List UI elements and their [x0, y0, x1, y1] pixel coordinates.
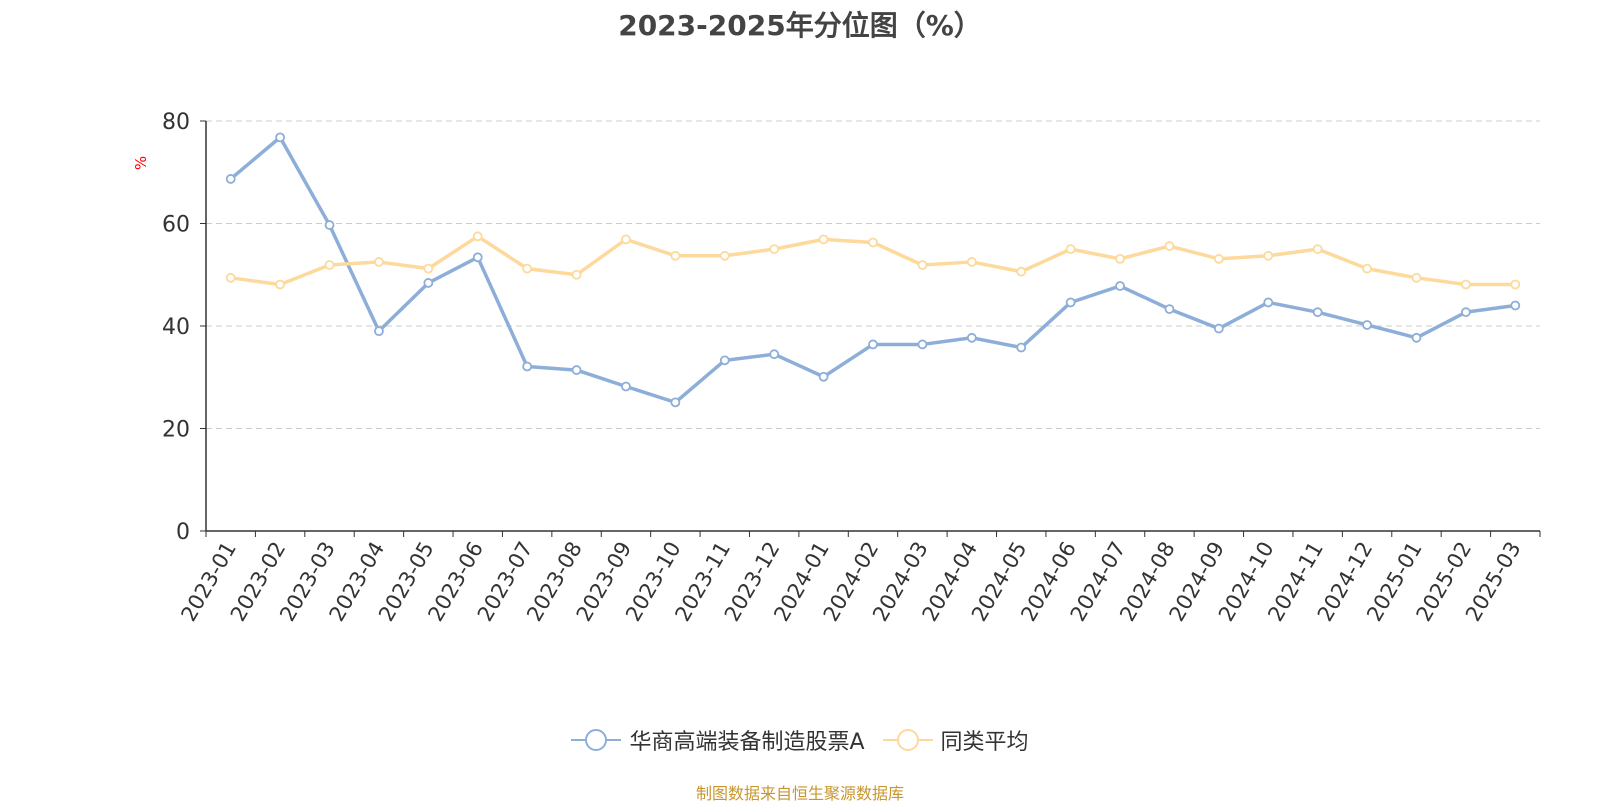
- data-point-1[interactable]: [1164, 241, 1175, 251]
- data-point-1[interactable]: [670, 250, 681, 261]
- legend-label-average: 同类平均: [940, 730, 1029, 755]
- data-point-0[interactable]: [423, 278, 434, 288]
- y-tick-label: 80: [162, 110, 190, 135]
- data-point-1[interactable]: [1312, 244, 1323, 255]
- legend: 华商高端装备制造股票A 同类平均: [0, 724, 1600, 756]
- legend-marker-average: [882, 729, 933, 751]
- data-point-1[interactable]: [522, 263, 533, 274]
- data-point-1[interactable]: [868, 237, 878, 248]
- data-point-0[interactable]: [275, 132, 286, 143]
- data-point-0[interactable]: [1164, 304, 1175, 314]
- data-point-1[interactable]: [1213, 253, 1224, 264]
- data-point-1[interactable]: [1115, 253, 1125, 264]
- data-point-1[interactable]: [1263, 250, 1274, 261]
- data-point-1[interactable]: [571, 269, 582, 280]
- data-point-1[interactable]: [1016, 266, 1027, 277]
- data-point-0[interactable]: [1411, 332, 1422, 343]
- data-point-1[interactable]: [1411, 272, 1422, 283]
- data-point-1[interactable]: [621, 234, 631, 245]
- data-point-0[interactable]: [1213, 323, 1224, 334]
- data-point-0[interactable]: [868, 339, 878, 350]
- legend-item-average[interactable]: 同类平均: [882, 724, 1029, 756]
- y-tick-label: 60: [162, 213, 190, 238]
- data-point-0[interactable]: [1362, 320, 1372, 330]
- data-point-0[interactable]: [324, 220, 335, 230]
- data-point-1[interactable]: [769, 244, 780, 255]
- series-layer: [225, 132, 1521, 408]
- series-line-0: [229, 135, 1516, 405]
- data-point-1[interactable]: [374, 257, 384, 267]
- y-tick-label: 40: [162, 315, 190, 340]
- data-point-0[interactable]: [818, 371, 829, 382]
- legend-marker-fund: [571, 729, 622, 751]
- data-point-1[interactable]: [818, 234, 829, 245]
- axis-layer: 0204060802023-012023-022023-032023-04202…: [162, 110, 1541, 625]
- data-point-0[interactable]: [769, 349, 780, 360]
- data-point-1[interactable]: [1065, 244, 1076, 255]
- data-point-0[interactable]: [472, 252, 483, 263]
- data-point-0[interactable]: [621, 381, 631, 392]
- data-point-0[interactable]: [522, 361, 533, 372]
- data-point-0[interactable]: [374, 326, 384, 337]
- data-point-1[interactable]: [324, 260, 335, 270]
- data-point-0[interactable]: [917, 339, 928, 350]
- data-point-0[interactable]: [1312, 307, 1323, 318]
- data-point-0[interactable]: [1263, 297, 1274, 308]
- source-note: 制图数据来自恒生聚源数据库: [695, 784, 904, 803]
- data-point-1[interactable]: [1510, 279, 1521, 290]
- data-point-0[interactable]: [225, 174, 236, 184]
- y-tick-label: 20: [162, 418, 190, 443]
- data-point-1[interactable]: [1460, 279, 1471, 290]
- data-point-0[interactable]: [1016, 342, 1027, 353]
- data-point-1[interactable]: [719, 250, 730, 261]
- legend-label-fund: 华商高端装备制造股票A: [629, 730, 865, 755]
- data-point-1[interactable]: [472, 231, 483, 242]
- data-point-0[interactable]: [670, 397, 681, 408]
- legend-item-fund[interactable]: 华商高端装备制造股票A: [571, 724, 865, 756]
- data-point-1[interactable]: [275, 279, 286, 290]
- data-point-1[interactable]: [917, 260, 928, 270]
- data-point-0[interactable]: [1115, 281, 1125, 291]
- y-axis-label: %: [132, 156, 150, 170]
- grid-layer: [206, 120, 1540, 429]
- data-point-0[interactable]: [1510, 300, 1521, 311]
- data-point-0[interactable]: [571, 365, 582, 375]
- data-point-1[interactable]: [225, 272, 236, 283]
- data-point-0[interactable]: [966, 332, 977, 343]
- data-point-1[interactable]: [423, 263, 434, 274]
- data-point-1[interactable]: [966, 257, 977, 267]
- y-tick-label: 0: [176, 520, 190, 545]
- data-point-1[interactable]: [1362, 263, 1372, 274]
- data-point-0[interactable]: [719, 355, 730, 366]
- data-point-0[interactable]: [1460, 307, 1471, 318]
- chart-title: 2023-2025年分位图（%）: [618, 9, 982, 42]
- data-point-0[interactable]: [1065, 297, 1076, 308]
